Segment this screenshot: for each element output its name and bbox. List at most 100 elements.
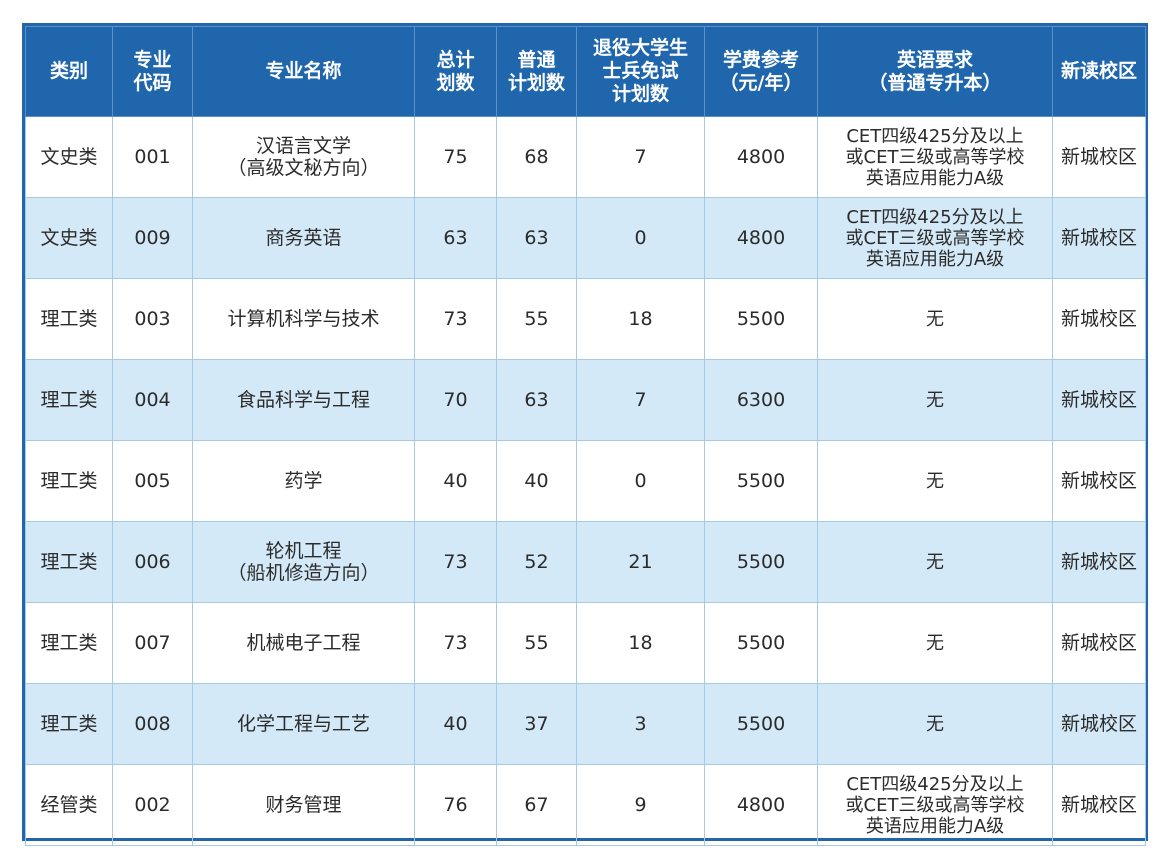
cell-code: 002 [112, 764, 193, 846]
cell-category: 理工类 [25, 359, 113, 441]
cell-english: 无 [817, 440, 1053, 522]
table-row: 文史类 001 汉语言文学 （高级文秘方向） 75 68 7 4800 CET四… [25, 116, 1146, 198]
cell-veteran: 7 [576, 116, 705, 198]
cell-total: 76 [414, 764, 497, 846]
cell-code: 005 [112, 440, 193, 522]
cell-major: 轮机工程 （船机修造方向） [192, 521, 415, 603]
cell-english: 无 [817, 683, 1053, 765]
cell-tuition: 4800 [704, 764, 818, 846]
cell-total: 40 [414, 440, 497, 522]
header-english-requirement: 英语要求 （普通专升本） [817, 26, 1053, 117]
cell-major: 化学工程与工艺 [192, 683, 415, 765]
cell-category: 理工类 [25, 602, 113, 684]
cell-category: 理工类 [25, 683, 113, 765]
cell-normal: 37 [496, 683, 577, 765]
cell-english: 无 [817, 359, 1053, 441]
cell-major: 机械电子工程 [192, 602, 415, 684]
table-row: 经管类 002 财务管理 76 67 9 4800 CET四级425分及以上 或… [25, 764, 1146, 846]
cell-category: 理工类 [25, 440, 113, 522]
header-category: 类别 [25, 26, 113, 117]
cell-tuition: 5500 [704, 602, 818, 684]
cell-code: 009 [112, 197, 193, 279]
cell-major: 财务管理 [192, 764, 415, 846]
cell-tuition: 5500 [704, 521, 818, 603]
cell-english: CET四级425分及以上 或CET三级或高等学校 英语应用能力A级 [817, 764, 1053, 846]
cell-category: 文史类 [25, 197, 113, 279]
cell-campus: 新城校区 [1052, 197, 1146, 279]
header-veteran-plan: 退役大学生 士兵免试 计划数 [576, 26, 705, 117]
cell-major: 计算机科学与技术 [192, 278, 415, 360]
cell-major: 商务英语 [192, 197, 415, 279]
cell-english: 无 [817, 521, 1053, 603]
table-row: 文史类 009 商务英语 63 63 0 4800 CET四级425分及以上 或… [25, 197, 1146, 279]
cell-english: CET四级425分及以上 或CET三级或高等学校 英语应用能力A级 [817, 197, 1053, 279]
header-total-plan: 总计 划数 [414, 26, 497, 117]
table-row: 理工类 004 食品科学与工程 70 63 7 6300 无 新城校区 [25, 359, 1146, 441]
cell-english: CET四级425分及以上 或CET三级或高等学校 英语应用能力A级 [817, 116, 1053, 198]
cell-veteran: 18 [576, 602, 705, 684]
cell-tuition: 4800 [704, 197, 818, 279]
cell-total: 73 [414, 602, 497, 684]
cell-category: 经管类 [25, 764, 113, 846]
cell-veteran: 9 [576, 764, 705, 846]
cell-normal: 63 [496, 197, 577, 279]
cell-code: 006 [112, 521, 193, 603]
cell-campus: 新城校区 [1052, 764, 1146, 846]
cell-normal: 68 [496, 116, 577, 198]
cell-total: 73 [414, 278, 497, 360]
cell-major: 汉语言文学 （高级文秘方向） [192, 116, 415, 198]
cell-veteran: 0 [576, 197, 705, 279]
cell-tuition: 4800 [704, 116, 818, 198]
cell-tuition: 5500 [704, 278, 818, 360]
header-tuition: 学费参考 （元/年） [704, 26, 818, 117]
header-normal-plan: 普通 计划数 [496, 26, 577, 117]
cell-normal: 63 [496, 359, 577, 441]
table-row: 理工类 006 轮机工程 （船机修造方向） 73 52 21 5500 无 新城… [25, 521, 1146, 603]
cell-code: 003 [112, 278, 193, 360]
cell-category: 文史类 [25, 116, 113, 198]
enrollment-plan-table: 类别 专业 代码 专业名称 总计 划数 普通 计划数 退役大学生 士兵免试 计划… [25, 26, 1146, 846]
cell-campus: 新城校区 [1052, 116, 1146, 198]
cell-normal: 40 [496, 440, 577, 522]
enrollment-table-frame: 类别 专业 代码 专业名称 总计 划数 普通 计划数 退役大学生 士兵免试 计划… [22, 23, 1148, 846]
cell-tuition: 6300 [704, 359, 818, 441]
header-row: 类别 专业 代码 专业名称 总计 划数 普通 计划数 退役大学生 士兵免试 计划… [25, 26, 1146, 117]
cell-veteran: 21 [576, 521, 705, 603]
cell-english: 无 [817, 602, 1053, 684]
cell-category: 理工类 [25, 521, 113, 603]
cell-total: 63 [414, 197, 497, 279]
cell-veteran: 7 [576, 359, 705, 441]
cell-code: 008 [112, 683, 193, 765]
cell-tuition: 5500 [704, 440, 818, 522]
header-campus: 新读校区 [1052, 26, 1146, 117]
cell-total: 70 [414, 359, 497, 441]
table-row: 理工类 005 药学 40 40 0 5500 无 新城校区 [25, 440, 1146, 522]
cell-major: 药学 [192, 440, 415, 522]
cell-total: 75 [414, 116, 497, 198]
cell-code: 004 [112, 359, 193, 441]
cell-normal: 55 [496, 278, 577, 360]
cell-campus: 新城校区 [1052, 359, 1146, 441]
table-row: 理工类 008 化学工程与工艺 40 37 3 5500 无 新城校区 [25, 683, 1146, 765]
table-row: 理工类 003 计算机科学与技术 73 55 18 5500 无 新城校区 [25, 278, 1146, 360]
cell-veteran: 18 [576, 278, 705, 360]
cell-veteran: 3 [576, 683, 705, 765]
cell-normal: 52 [496, 521, 577, 603]
cell-code: 001 [112, 116, 193, 198]
cell-total: 73 [414, 521, 497, 603]
cell-campus: 新城校区 [1052, 440, 1146, 522]
cell-campus: 新城校区 [1052, 278, 1146, 360]
cell-normal: 55 [496, 602, 577, 684]
cell-normal: 67 [496, 764, 577, 846]
cell-total: 40 [414, 683, 497, 765]
cell-veteran: 0 [576, 440, 705, 522]
cell-campus: 新城校区 [1052, 683, 1146, 765]
cell-tuition: 5500 [704, 683, 818, 765]
cell-english: 无 [817, 278, 1053, 360]
cell-campus: 新城校区 [1052, 602, 1146, 684]
cell-campus: 新城校区 [1052, 521, 1146, 603]
header-major-name: 专业名称 [192, 26, 415, 117]
table-row: 理工类 007 机械电子工程 73 55 18 5500 无 新城校区 [25, 602, 1146, 684]
cell-category: 理工类 [25, 278, 113, 360]
cell-code: 007 [112, 602, 193, 684]
